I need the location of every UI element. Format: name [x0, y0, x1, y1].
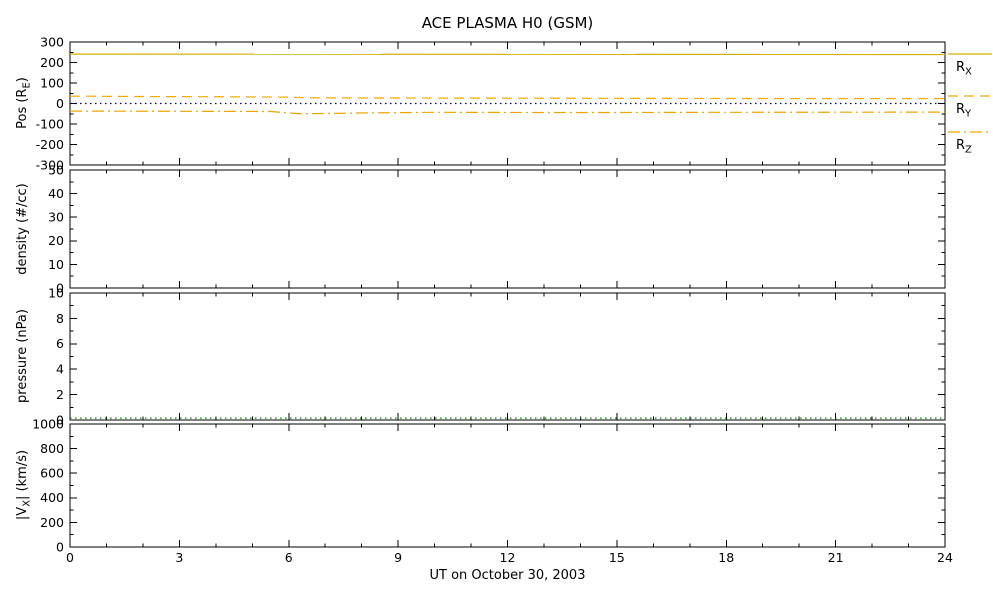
panel-axes-density	[69, 169, 946, 289]
y-tick-label: 10	[48, 285, 64, 300]
y-tick-label: -100	[36, 116, 64, 131]
ylabel-text: Pos (R	[15, 88, 30, 129]
legend-subscript: Z	[965, 144, 972, 156]
panel-axes-vx	[69, 423, 946, 548]
ylabel-text: |V	[15, 506, 30, 521]
y-tick-label: 50	[48, 162, 64, 177]
y-tick-label: 200	[40, 55, 64, 70]
ylabel-text: density (#/cc)	[15, 183, 30, 275]
chart-title: ACE PLASMA H0 (GSM)	[421, 14, 594, 32]
legend-text: R	[956, 102, 966, 117]
y-axis-label-vx: |VX| (km/s)	[15, 400, 33, 570]
x-axis-label: UT on October 30, 2003	[429, 568, 586, 583]
y-tick-label: 1000	[32, 416, 64, 431]
y-tick-label: -200	[36, 137, 64, 152]
y-tick-label: 200	[40, 515, 64, 530]
y-tick-label: 10	[48, 257, 64, 272]
ylabel-subscript: E	[21, 82, 33, 89]
x-tick-label: 0	[66, 550, 74, 565]
ylabel-text: pressure (nPa)	[15, 309, 30, 403]
y-tick-label: 400	[40, 490, 64, 505]
legend-text: R	[956, 60, 966, 75]
panel-axes-pressure	[69, 292, 946, 421]
y-tick-label: 40	[48, 186, 64, 201]
legend-label-rx: RX	[956, 60, 972, 78]
panel-frame-pressure	[69, 292, 946, 421]
y-tick-label: 30	[48, 210, 64, 225]
y-tick-label: -300	[36, 157, 64, 172]
y-tick-label: 4	[56, 362, 64, 377]
y-tick-label: 0	[56, 539, 64, 554]
ylabel-text: | (km/s)	[15, 449, 30, 500]
panel-frame-vx	[69, 423, 946, 548]
ylabel-subscript: X	[21, 499, 33, 507]
legend-text: R	[956, 138, 966, 153]
x-tick-label: 12	[500, 550, 516, 565]
legend-subscript: Y	[965, 108, 972, 120]
legend-subscript: X	[965, 66, 972, 78]
y-tick-label: 0	[56, 280, 64, 295]
y-tick-label: 20	[48, 233, 64, 248]
y-tick-label: 2	[56, 387, 64, 402]
x-tick-label: 3	[175, 550, 183, 565]
series-R_Y	[70, 95, 945, 100]
y-tick-label: 8	[56, 311, 64, 326]
y-tick-label: 800	[40, 441, 64, 456]
x-tick-label: 15	[609, 550, 625, 565]
x-tick-label: 6	[285, 550, 293, 565]
y-tick-label: 100	[40, 75, 64, 90]
x-tick-label: 21	[828, 550, 844, 565]
y-tick-label: 0	[56, 412, 64, 427]
legend-label-rz: RZ	[956, 138, 972, 156]
legend-label-ry: RY	[956, 102, 971, 120]
y-tick-label: 0	[56, 96, 64, 111]
y-tick-label: 6	[56, 336, 64, 351]
series-R_Z	[70, 110, 945, 115]
x-tick-label: 9	[394, 550, 402, 565]
panel-data-position	[70, 53, 945, 115]
x-tick-label: 24	[937, 550, 953, 565]
ylabel-text: )	[15, 77, 30, 83]
y-tick-label: 600	[40, 466, 64, 481]
x-tick-label: 18	[718, 550, 734, 565]
y-tick-label: 300	[40, 34, 64, 49]
panel-frame-density	[69, 169, 946, 289]
